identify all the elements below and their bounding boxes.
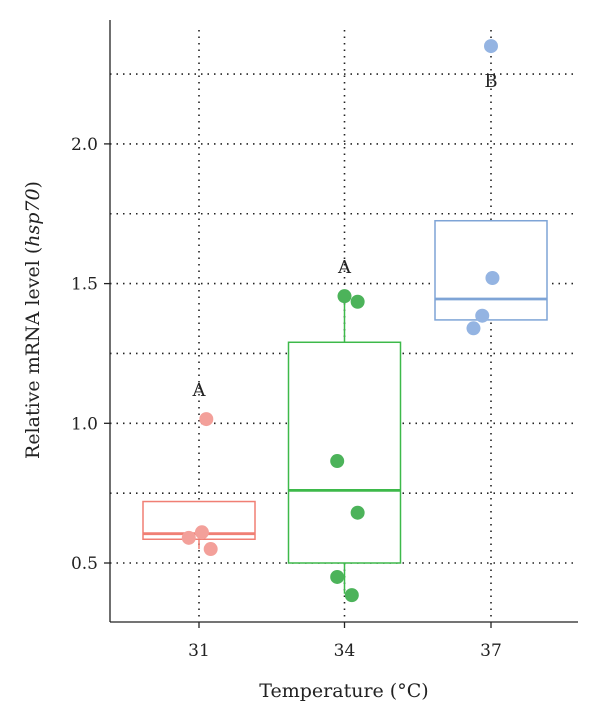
- y-axis-label-gene: hsp70: [22, 188, 44, 246]
- data-point-34: [344, 588, 359, 603]
- box-group-31: [142, 500, 256, 550]
- data-point-37: [485, 271, 500, 286]
- data-point-37: [475, 308, 490, 323]
- significance-letter-31: A: [192, 380, 207, 401]
- x-tick-label: 34: [334, 641, 356, 661]
- data-point-34: [350, 505, 365, 520]
- box-iqr: [287, 341, 402, 564]
- y-axis-label-prefix: Relative mRNA level (: [22, 247, 44, 459]
- grid-lines: [110, 30, 578, 622]
- data-points: [181, 39, 500, 603]
- x-axis-label: Temperature (°C): [259, 680, 428, 702]
- data-point-31: [181, 530, 196, 545]
- y-tick-label: 2.0: [71, 135, 98, 155]
- box-group-37: [434, 219, 548, 321]
- y-tick-label: 1.0: [71, 414, 98, 434]
- data-point-34: [330, 454, 345, 469]
- data-point-34: [330, 569, 345, 584]
- x-ticks: 31 34 37: [188, 622, 502, 661]
- y-tick-label: 1.5: [71, 275, 98, 295]
- data-point-34: [337, 289, 352, 304]
- data-point-31: [199, 412, 214, 427]
- y-axis-label-suffix: ): [22, 181, 44, 188]
- y-tick-label: 0.5: [71, 554, 98, 574]
- data-point-37: [466, 321, 481, 336]
- box-iqr: [434, 219, 548, 321]
- significance-letters: A A B: [192, 71, 498, 401]
- significance-letter-37: B: [484, 71, 497, 92]
- data-point-34: [350, 294, 365, 309]
- data-point-31: [203, 542, 218, 557]
- box-group-34: [287, 296, 402, 594]
- x-tick-label: 31: [188, 641, 210, 661]
- data-point-31: [194, 525, 209, 540]
- data-point-37: [484, 39, 498, 54]
- x-tick-label: 37: [480, 641, 502, 661]
- box-groups: [142, 219, 548, 594]
- significance-letter-34: A: [337, 257, 352, 278]
- y-ticks: 0.5 1.0 1.5 2.0: [71, 135, 110, 574]
- y-axis-label: Relative mRNA level (hsp70): [22, 181, 44, 459]
